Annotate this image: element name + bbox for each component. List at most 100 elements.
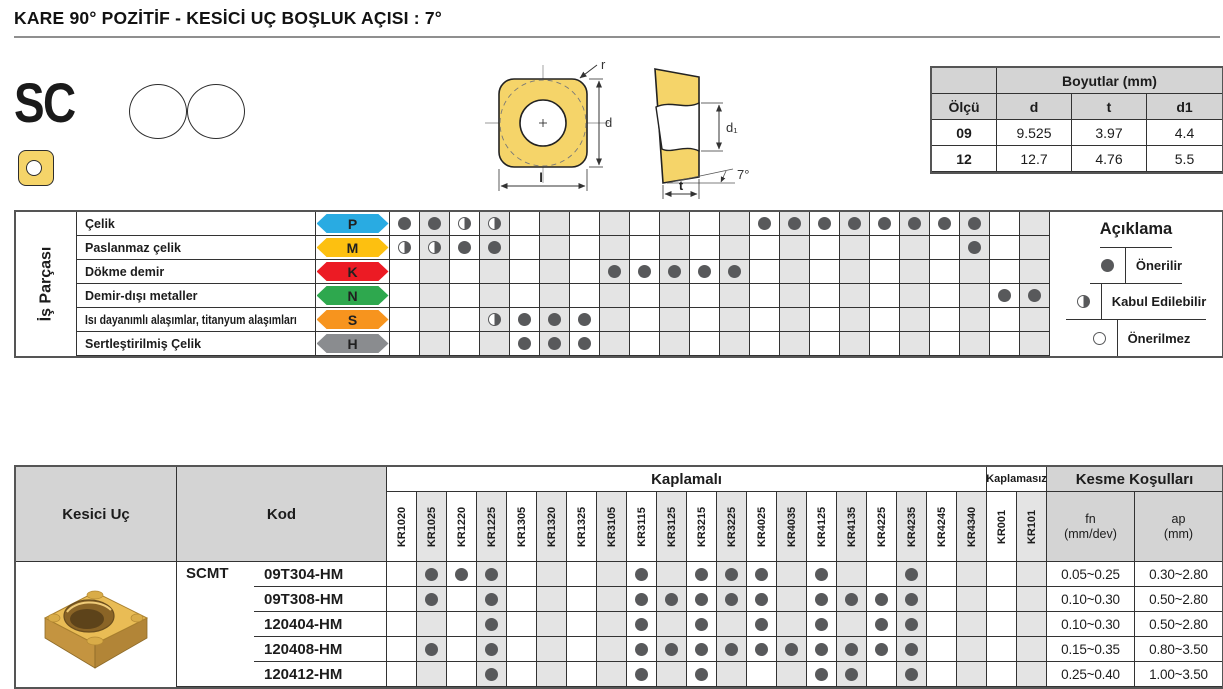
- col-header-ap: ap (mm): [1135, 492, 1222, 562]
- grade-label: KR4340: [965, 506, 978, 547]
- rating-dot-full: [698, 265, 711, 278]
- grade-label: KR4125: [815, 506, 828, 547]
- rating-dot-full: [755, 617, 768, 631]
- matrix-cell: [420, 260, 450, 284]
- product-grade-cell: [867, 612, 897, 637]
- dimensions-table: Boyutlar (mm) Ölçü d t d1 09 9.525 3.97 4.4 12 12.…: [930, 66, 1223, 174]
- grade-label: KR3215: [695, 506, 708, 547]
- matrix-cell: [690, 236, 720, 260]
- matrix-cell: [540, 284, 570, 308]
- product-grade-cell: [987, 662, 1017, 687]
- col-header-uncoated: Kaplamasız: [986, 467, 1047, 492]
- col-header-fn: fn (mm/dev): [1047, 492, 1135, 562]
- product-grade-cell: [717, 587, 747, 612]
- rating-dot-full: [608, 265, 621, 278]
- matrix-cell: [510, 236, 540, 260]
- legend-label: Önerilmez: [1127, 330, 1191, 346]
- matrix-cell: [420, 236, 450, 260]
- product-grade-cell: [747, 662, 777, 687]
- series-code: SC: [14, 71, 76, 134]
- matrix-cell: [1020, 308, 1050, 332]
- rating-dot-full: [755, 567, 768, 581]
- grade-column-header: KR4125: [807, 492, 837, 562]
- matrix-cell: [810, 308, 840, 332]
- rating-dot-full: [485, 567, 498, 581]
- material-class-badge: H: [316, 334, 389, 353]
- grade-column-header: KR1220: [447, 492, 477, 562]
- grade-column-header: KR3125: [657, 492, 687, 562]
- product-series: SCMT: [177, 562, 254, 687]
- matrix-cell: [630, 284, 660, 308]
- product-grade-cell: [447, 612, 477, 637]
- grade-label: KR3115: [635, 506, 648, 547]
- product-grade-cell: [1017, 612, 1047, 637]
- rating-dot-full: [425, 592, 438, 606]
- matrix-cell: [720, 332, 750, 356]
- product-grade-cell: [687, 612, 717, 637]
- rating-dot-full: [548, 313, 561, 326]
- rating-dot-full: [725, 567, 738, 581]
- material-label-text: Çelik: [85, 216, 115, 231]
- col-header-coated: Kaplamalı: [387, 467, 987, 492]
- matrix-cell: [630, 308, 660, 332]
- rating-dot-full: [458, 241, 471, 254]
- matrix-cell: [840, 284, 870, 308]
- material-label: Paslanmaz çelik: [77, 236, 316, 260]
- rating-dot-full: [755, 592, 768, 606]
- rating-dot-half: [1076, 295, 1090, 308]
- rating-dot-full: [548, 337, 561, 350]
- product-fn-value: 0.10~0.30: [1047, 612, 1135, 637]
- product-grade-cell: [807, 562, 837, 587]
- dims-col-header: t: [1072, 94, 1147, 120]
- matrix-cell: [930, 212, 960, 236]
- dims-value: 4.76: [1072, 146, 1147, 172]
- matrix-cell: [390, 260, 420, 284]
- product-grade-cell: [867, 637, 897, 662]
- dims-value: 12.7: [997, 146, 1072, 172]
- product-code: 120408-HM: [254, 637, 387, 662]
- matrix-group-header: İş Parçası: [16, 212, 77, 356]
- legend-symbol: [1066, 284, 1102, 319]
- matrix-cell: [450, 212, 480, 236]
- product-grade-cell: [507, 637, 537, 662]
- product-code: 09T304-HM: [254, 562, 387, 587]
- product-fn-value: 0.10~0.30: [1047, 587, 1135, 612]
- material-label: Çelik: [77, 212, 316, 236]
- matrix-cell: [780, 260, 810, 284]
- product-grade-cell: [597, 562, 627, 587]
- product-grade-cell: [507, 587, 537, 612]
- product-grade-cell: [717, 562, 747, 587]
- rating-dot-full: [755, 642, 768, 656]
- rating-dot-full: [845, 642, 858, 656]
- product-grade-cell: [687, 587, 717, 612]
- grade-column-header: KR101: [1017, 492, 1047, 562]
- dim-label-d: d: [605, 115, 612, 130]
- dims-corner-cell: [932, 68, 997, 94]
- matrix-cell: [810, 212, 840, 236]
- matrix-cell: [660, 260, 690, 284]
- dim-label-angle: 7°: [737, 167, 749, 182]
- matrix-cell: [420, 284, 450, 308]
- matrix-cell: [480, 212, 510, 236]
- matrix-cell: [420, 212, 450, 236]
- matrix-cell: [540, 212, 570, 236]
- product-grade-cell: [477, 612, 507, 637]
- product-grade-cell: [777, 637, 807, 662]
- col-header-cutting-conditions: Kesme Koşulları: [1047, 467, 1222, 492]
- product-grade-cell: [807, 587, 837, 612]
- rating-dot-full: [578, 337, 591, 350]
- product-grade-cell: [597, 662, 627, 687]
- product-grade-cell: [657, 562, 687, 587]
- rating-dot-full: [695, 567, 708, 581]
- product-grade-cell: [627, 562, 657, 587]
- rating-dot-half: [488, 217, 501, 230]
- product-grade-cell: [657, 587, 687, 612]
- product-grade-cell: [447, 662, 477, 687]
- matrix-cell: [540, 260, 570, 284]
- matrix-cell: [510, 308, 540, 332]
- matrix-cell: [750, 260, 780, 284]
- product-grade-cell: [597, 612, 627, 637]
- matrix-cell: [990, 236, 1020, 260]
- matrix-cell: [900, 260, 930, 284]
